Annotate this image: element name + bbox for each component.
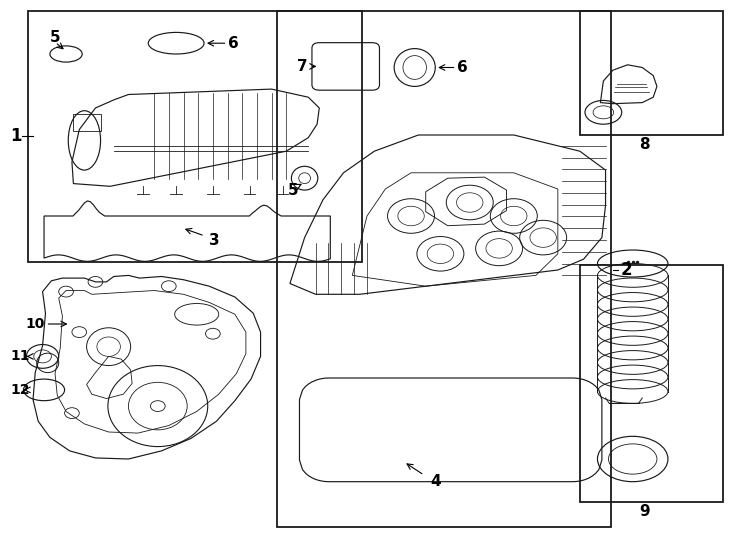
Text: 2: 2 [620,261,632,279]
Text: 5: 5 [288,183,299,198]
Bar [580,265,723,502]
Text: 12: 12 [11,383,30,397]
Text: 4: 4 [430,474,440,489]
Text: 6: 6 [457,60,468,75]
Text: 7: 7 [297,59,308,74]
Text: 10: 10 [26,317,45,331]
Bar [73,114,101,131]
Text: 9: 9 [639,504,650,519]
Text: 1: 1 [10,127,22,145]
Text: 5: 5 [50,30,60,45]
Bar [277,11,611,526]
Text: 6: 6 [228,36,239,51]
Text: 11: 11 [11,349,30,363]
Text: 8: 8 [639,137,650,152]
Text: 3: 3 [209,233,219,248]
Bar [580,11,723,135]
Bar [28,11,362,262]
